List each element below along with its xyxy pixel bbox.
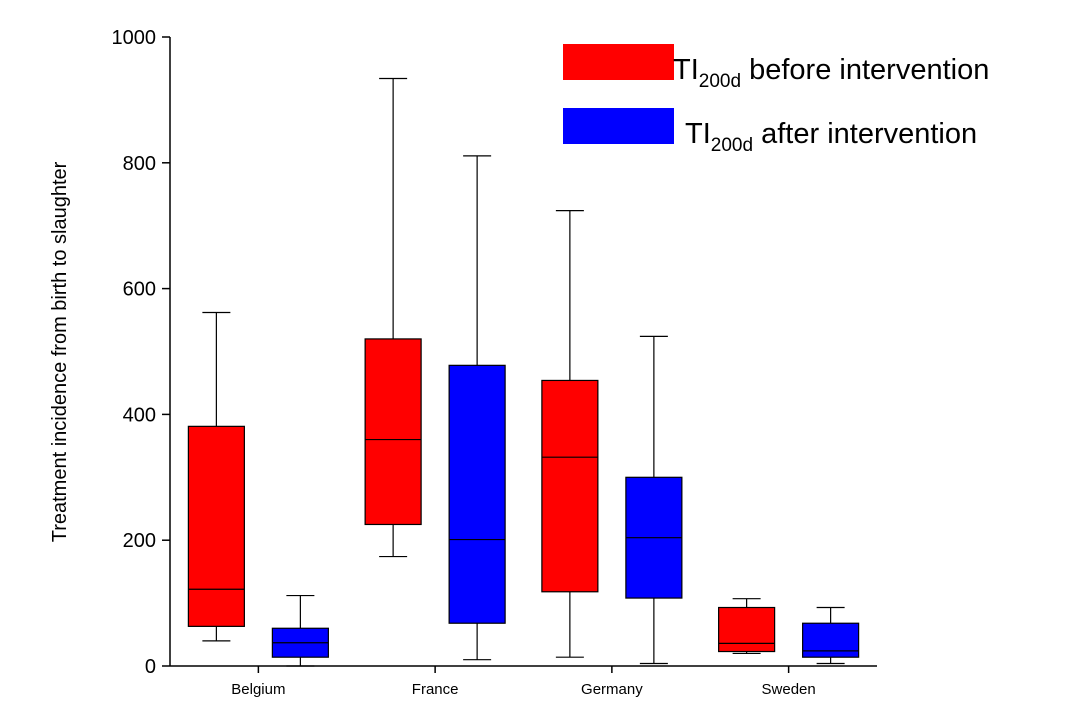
box-germany-before — [541, 210, 599, 658]
box-france-after — [448, 155, 506, 661]
y-tick-label: 800 — [123, 153, 156, 175]
x-tick-label-germany: Germany — [581, 681, 643, 698]
box-france-before — [364, 77, 422, 558]
box-sweden-after — [802, 606, 860, 665]
legend-entry-before: TI200d before intervention — [563, 44, 989, 92]
legend-swatch — [563, 108, 674, 144]
legend-entry-after: TI200d after intervention — [563, 108, 977, 156]
y-tick-label: 600 — [123, 279, 156, 301]
legend-swatch — [563, 44, 674, 80]
iqr-box — [448, 364, 506, 624]
iqr-box — [364, 338, 422, 526]
x-tick-label-belgium: Belgium — [231, 681, 285, 698]
iqr-box — [802, 622, 860, 658]
box-belgium-after — [271, 594, 329, 667]
y-tick-label: 400 — [123, 404, 156, 426]
x-tick-label-sweden: Sweden — [762, 681, 816, 698]
y-tick-label: 1000 — [112, 27, 157, 49]
iqr-box — [541, 379, 599, 593]
legend-label: TI200d before intervention — [673, 54, 989, 92]
y-tick-label: 200 — [123, 530, 156, 552]
legend-label: TI200d after intervention — [685, 118, 977, 156]
box-sweden-before — [718, 598, 776, 655]
iqr-box — [187, 425, 245, 627]
box-belgium-before — [187, 311, 245, 642]
x-tick-label-france: France — [412, 681, 459, 698]
iqr-box — [718, 606, 776, 653]
y-tick-label: 0 — [145, 656, 156, 678]
y-axis-label: Treatment incidence from birth to slaugh… — [49, 161, 71, 542]
box-germany-after — [625, 335, 683, 665]
